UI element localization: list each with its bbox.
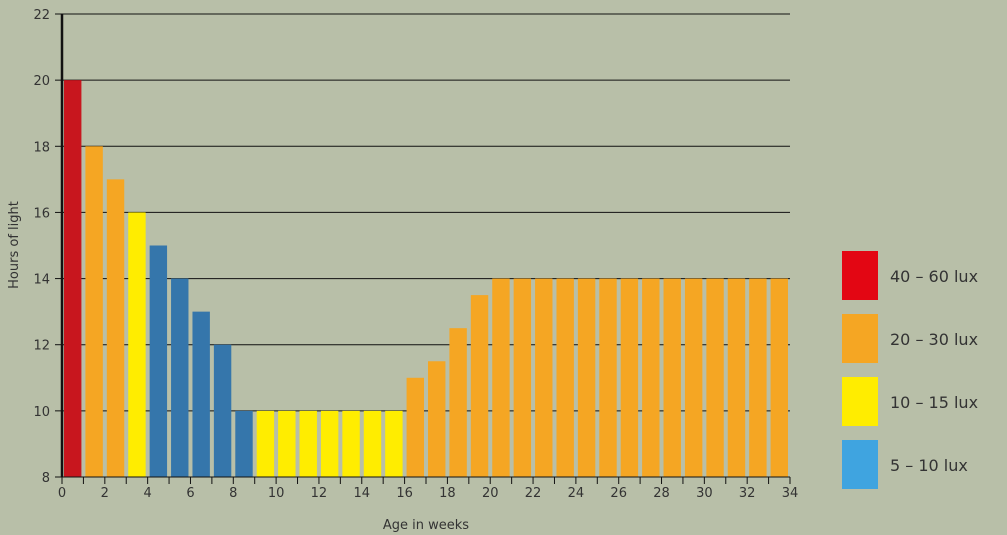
x-tick-label: 16 — [396, 486, 413, 501]
bar — [363, 410, 382, 477]
x-tick-label: 22 — [525, 486, 542, 501]
bar — [64, 80, 82, 478]
y-tick-label: 18 — [33, 140, 50, 155]
bar — [85, 146, 103, 478]
y-axis-ticks: 8 10 12 14 16 18 20 22 — [33, 8, 62, 486]
x-tick-label: 4 — [144, 486, 152, 501]
x-axis-ticks: 0 2 4 6 8 10 12 14 16 18 20 22 24 26 28 30 32 34 — [58, 477, 798, 501]
x-tick-label: 6 — [186, 486, 194, 501]
y-tick-label: 12 — [33, 339, 50, 354]
x-tick-label: 12 — [311, 486, 328, 501]
bar — [535, 278, 553, 477]
bar — [106, 179, 125, 477]
bar — [406, 377, 424, 477]
legend-swatch — [842, 440, 878, 489]
bar — [470, 295, 489, 477]
bar — [213, 344, 232, 477]
bars — [64, 80, 788, 478]
y-tick-label: 10 — [33, 405, 50, 420]
x-axis-title: Age in weeks — [383, 518, 469, 533]
legend-label: 40 – 60 lux — [890, 267, 978, 286]
y-axis-title: Hours of light — [7, 201, 22, 289]
y-tick-label: 16 — [33, 206, 50, 221]
bar — [684, 278, 703, 477]
bar — [620, 278, 639, 477]
x-tick-label: 24 — [568, 486, 585, 501]
bar — [727, 278, 746, 477]
bar — [642, 278, 660, 477]
bar — [128, 212, 146, 477]
legend-label: 5 – 10 lux — [890, 456, 968, 475]
x-tick-label: 8 — [229, 486, 237, 501]
bar — [770, 278, 788, 477]
bar — [749, 278, 767, 477]
bar — [663, 278, 681, 477]
bar — [706, 278, 724, 477]
x-tick-label: 2 — [101, 486, 109, 501]
bar — [513, 278, 532, 477]
bar — [278, 410, 296, 477]
bar — [428, 361, 446, 477]
bar — [385, 410, 403, 477]
legend-swatch — [842, 314, 878, 363]
x-tick-label: 30 — [696, 486, 713, 501]
y-tick-label: 8 — [42, 471, 50, 486]
bar — [299, 410, 317, 477]
bar — [342, 410, 360, 477]
bar — [256, 410, 275, 477]
bar — [556, 278, 574, 477]
x-tick-label: 18 — [439, 486, 456, 501]
bar — [235, 410, 253, 477]
x-tick-label: 20 — [482, 486, 499, 501]
x-tick-label: 14 — [353, 486, 370, 501]
x-tick-label: 0 — [58, 486, 66, 501]
bar — [149, 245, 168, 477]
x-tick-label: 26 — [610, 486, 627, 501]
bar — [449, 328, 467, 477]
bar — [320, 410, 339, 477]
x-tick-label: 10 — [268, 486, 285, 501]
bar — [492, 278, 510, 477]
bar — [599, 278, 617, 477]
y-tick-label: 22 — [33, 8, 50, 23]
y-tick-label: 14 — [33, 273, 50, 288]
x-tick-label: 28 — [653, 486, 670, 501]
legend-swatch — [842, 377, 878, 426]
bar — [171, 278, 189, 477]
legend-label: 20 – 30 lux — [890, 330, 978, 349]
x-tick-label: 32 — [739, 486, 756, 501]
bar — [577, 278, 596, 477]
x-tick-label: 34 — [782, 486, 799, 501]
legend: 40 – 60 lux 20 – 30 lux 10 – 15 lux 5 – 10 … — [842, 251, 978, 489]
legend-label: 10 – 15 lux — [890, 393, 978, 412]
bar — [192, 311, 210, 477]
legend-swatch — [842, 251, 878, 300]
y-tick-label: 20 — [33, 74, 50, 89]
